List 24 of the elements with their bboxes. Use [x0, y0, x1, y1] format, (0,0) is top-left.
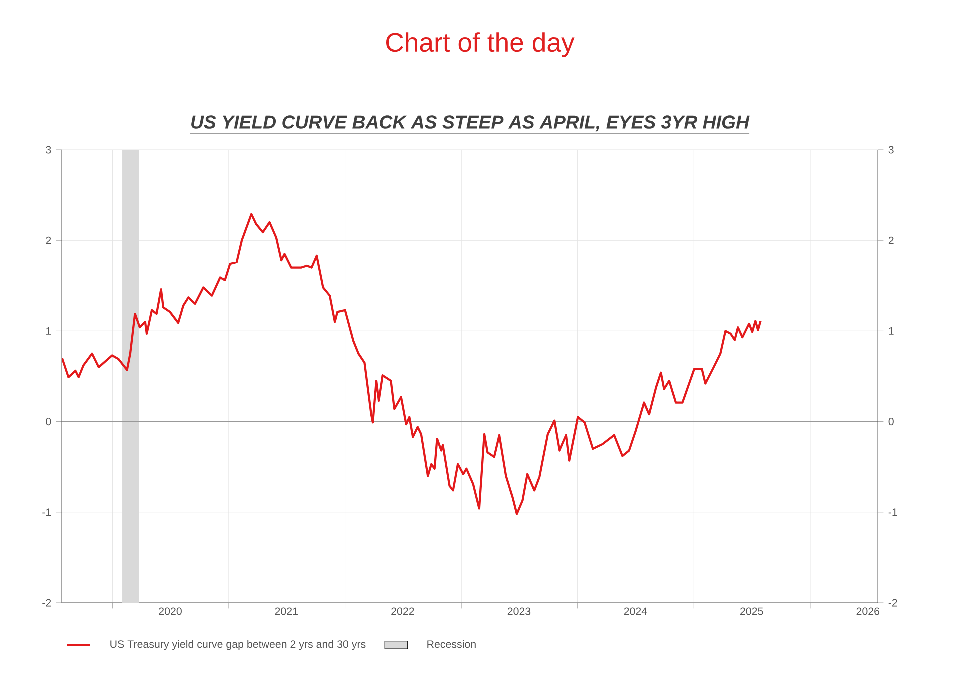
y2-tick-label: 3: [888, 146, 894, 154]
y2-tick-label: 2: [888, 236, 894, 244]
x-tick-label: 2024: [624, 608, 648, 616]
y-tick-label: 0: [46, 418, 52, 426]
y2-tick-label: -1: [888, 508, 898, 516]
x-tick-label: 2022: [392, 608, 414, 616]
y2-tick-label: 1: [889, 328, 894, 335]
legend-label: Recession: [428, 640, 476, 648]
y-tick-label: 1: [46, 328, 52, 335]
x-tick-label: 2020: [159, 608, 182, 616]
x-tick-label: 2023: [508, 608, 531, 616]
x-tick-label: 2021: [275, 608, 298, 616]
y2-tick-label: -2: [888, 599, 898, 607]
x-tick-label: 2025: [740, 608, 764, 616]
line-series: [62, 213, 762, 516]
y-tick-label: -1: [42, 508, 52, 516]
x-tick-label: 2026: [856, 608, 880, 616]
y-tick-label: 3: [46, 146, 52, 154]
chart-title: Chart of the day: [386, 32, 575, 58]
legend-label: US Treasury yield curve gap between 2 yrs and 30 yrs: [110, 640, 366, 650]
chart-subtitle: US YIELD CURVE BACK AS STEEP AS APRIL, EYES 3YR HIGH: [192, 116, 750, 132]
y-tick-label: 2: [46, 236, 52, 244]
y-tick-label: -2: [42, 599, 52, 607]
y2-tick-label: 0: [888, 418, 894, 426]
